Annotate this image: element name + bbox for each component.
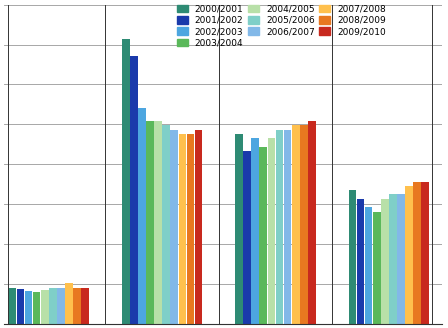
Bar xyxy=(397,195,405,324)
Bar xyxy=(251,138,259,324)
Bar xyxy=(25,291,32,324)
Bar xyxy=(292,125,300,324)
Bar xyxy=(9,288,16,324)
Bar xyxy=(162,125,170,324)
Bar xyxy=(389,195,397,324)
Bar xyxy=(284,130,292,324)
Bar xyxy=(178,134,186,324)
Bar xyxy=(170,130,178,324)
Bar xyxy=(195,130,202,324)
Bar xyxy=(82,288,89,324)
Bar xyxy=(65,283,73,324)
Bar xyxy=(41,290,48,324)
Bar xyxy=(308,121,316,324)
Bar xyxy=(130,56,138,324)
Bar xyxy=(357,199,364,324)
Bar xyxy=(235,134,243,324)
Bar xyxy=(138,108,146,324)
Bar xyxy=(49,288,56,324)
Bar xyxy=(33,292,40,324)
Bar xyxy=(57,288,65,324)
Bar xyxy=(365,207,372,324)
Bar xyxy=(267,138,275,324)
Bar xyxy=(154,121,162,324)
Bar xyxy=(243,151,251,324)
Bar xyxy=(187,134,194,324)
Bar xyxy=(276,130,284,324)
Bar xyxy=(414,181,421,324)
Bar xyxy=(405,186,413,324)
Bar xyxy=(422,181,429,324)
Legend: 2000/2001, 2001/2002, 2002/2003, 2003/2004, 2004/2005, 2005/2006, 2006/2007, 200: 2000/2001, 2001/2002, 2002/2003, 2003/20… xyxy=(175,3,388,49)
Bar xyxy=(259,147,267,324)
Bar xyxy=(373,212,381,324)
Bar xyxy=(381,199,389,324)
Bar xyxy=(73,288,81,324)
Bar xyxy=(122,39,129,324)
Bar xyxy=(17,289,24,324)
Bar xyxy=(146,121,154,324)
Bar xyxy=(300,125,308,324)
Bar xyxy=(349,190,356,324)
